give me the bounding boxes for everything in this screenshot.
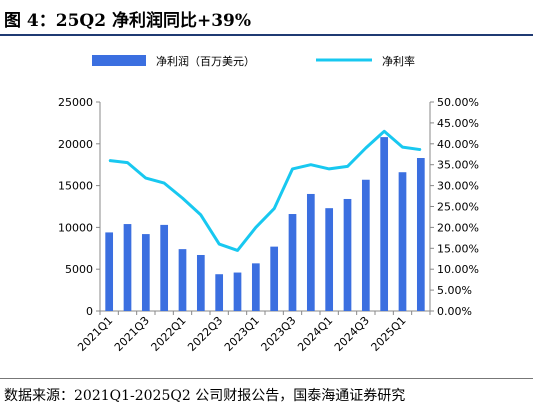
x-tick-labels: 2021Q12021Q32022Q12022Q32023Q12023Q32024…	[75, 314, 408, 354]
bar	[123, 224, 132, 311]
x-tick-label: 2025Q1	[369, 314, 409, 354]
title-divider	[0, 34, 533, 36]
x-tick-label: 2024Q1	[295, 314, 335, 354]
line-point	[310, 164, 312, 166]
source-note: 数据来源：2021Q1-2025Q2 公司财报公告，国泰海通证券研究	[4, 388, 406, 404]
y-right-tick-label: 25.00%	[437, 201, 479, 214]
x-tick-label: 2023Q3	[259, 314, 299, 354]
y-right-tick-label: 15.00%	[437, 242, 479, 255]
line-point	[218, 243, 220, 245]
bar	[178, 249, 187, 311]
line-point	[237, 249, 238, 251]
line-point	[255, 226, 257, 228]
line-path	[109, 129, 422, 252]
bar	[196, 254, 205, 311]
y-right-tick-label: 5.00%	[437, 284, 472, 297]
x-tick-label: 2022Q3	[185, 314, 225, 354]
y-right-tick-label: 50.00%	[437, 96, 479, 109]
bar	[361, 179, 370, 311]
legend: 净利润（百万美元） 净利率	[92, 54, 415, 68]
bar	[251, 263, 260, 311]
x-tick-label: 2021Q3	[112, 314, 152, 354]
bar	[380, 137, 389, 311]
y-right-tick-label: 45.00%	[437, 117, 479, 130]
line-series	[108, 129, 422, 252]
bar	[233, 272, 242, 311]
x-tick-label: 2023Q1	[222, 314, 262, 354]
y-right-tick-label: 30.00%	[437, 180, 479, 193]
line-point	[108, 160, 110, 162]
line-point	[127, 162, 128, 164]
y-right-tick-label: 40.00%	[437, 138, 479, 151]
line-point	[163, 182, 165, 184]
bar	[398, 172, 407, 311]
line-point	[402, 146, 403, 148]
y-right-tick-label: 10.00%	[437, 263, 479, 276]
bar	[141, 234, 150, 311]
y-left-tick-label: 5000	[65, 263, 93, 276]
bar	[306, 193, 315, 311]
line-point	[383, 130, 385, 132]
bar	[160, 224, 169, 311]
y-right-tick-label: 0.00%	[437, 305, 472, 318]
bar	[416, 158, 425, 311]
line-point	[200, 214, 202, 216]
line-point	[365, 147, 367, 149]
bar	[270, 246, 279, 311]
legend-swatch-bar	[92, 55, 146, 66]
bar	[325, 208, 334, 311]
y-left-tick-label: 25000	[58, 96, 93, 109]
chart: 净利润（百万美元） 净利率 0 5000 10000 15000 20000 25000 0.…	[58, 54, 479, 354]
bar	[105, 232, 114, 311]
bars	[105, 137, 425, 311]
line-point	[292, 168, 293, 170]
legend-label-line: 净利率	[382, 54, 415, 68]
line-point	[328, 168, 330, 170]
line-point	[273, 208, 275, 210]
line-point	[145, 177, 147, 179]
y-right-tick-label: 20.00%	[437, 221, 479, 234]
line-point	[182, 197, 183, 199]
y-left-tick-label: 10000	[58, 221, 93, 234]
line-point	[347, 165, 348, 167]
y-left-tick-label: 0	[86, 305, 93, 318]
x-tick-label: 2021Q1	[75, 314, 115, 354]
source-divider	[0, 378, 533, 379]
bar	[343, 198, 352, 311]
line-point	[420, 149, 422, 151]
x-tick-label: 2024Q3	[332, 314, 372, 354]
y-right-tick-label: 35.00%	[437, 159, 479, 172]
axes: 0 5000 10000 15000 20000 25000 0.00% 5.00% 10.00…	[58, 96, 479, 318]
x-tick-label: 2022Q1	[149, 314, 189, 354]
y-left-tick-label: 20000	[58, 138, 93, 151]
legend-label-bar: 净利润（百万美元）	[156, 54, 255, 68]
bar	[288, 214, 297, 311]
chart-title: 图 4：25Q2 净利润同比+39%	[4, 11, 252, 31]
bar	[215, 274, 224, 311]
y-left-tick-label: 15000	[58, 180, 93, 193]
